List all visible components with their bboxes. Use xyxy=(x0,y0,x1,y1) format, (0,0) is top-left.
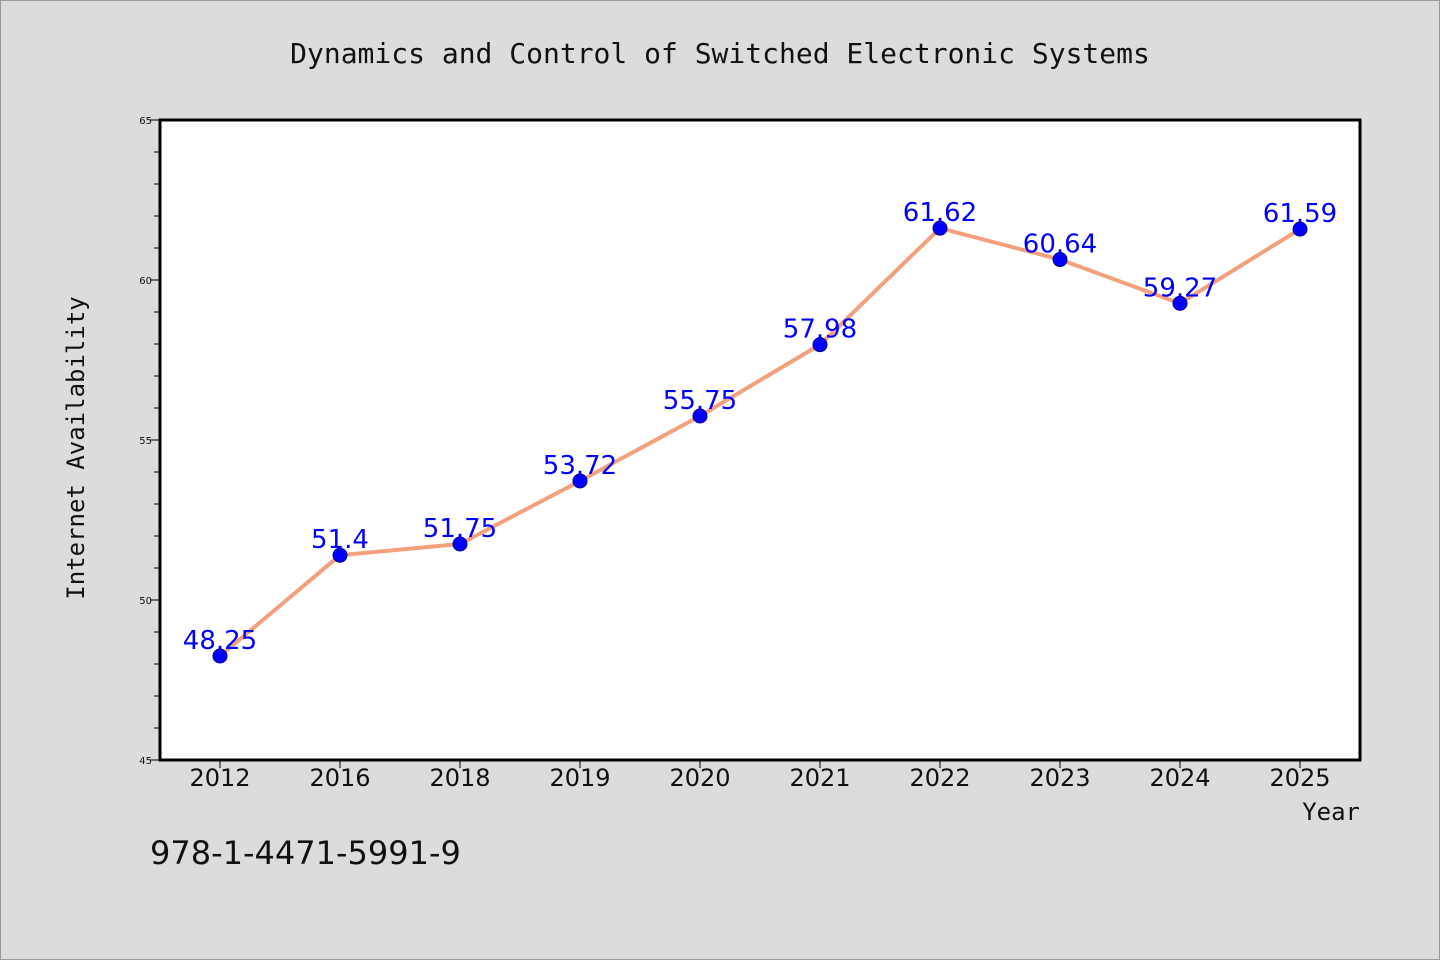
x-tick-label: 2023 xyxy=(1029,764,1090,792)
series-layer: 48.25 51.4 51.75 53.72 55.75 57.98 61.62 60.64 5… xyxy=(183,198,1337,664)
x-tick-label: 2021 xyxy=(789,764,850,792)
x-axis: 2012 2016 2018 2019 2020 2021 2022 2023 2024 2025 xyxy=(189,760,1331,792)
data-point xyxy=(572,473,588,489)
data-point xyxy=(212,648,228,664)
y-tick-label: 45 xyxy=(139,756,152,767)
data-point xyxy=(932,220,948,236)
x-tick-label: 2024 xyxy=(1149,764,1210,792)
chart-title: Dynamics and Control of Switched Electro… xyxy=(290,37,1150,70)
footer-isbn: 978-1-4471-5991-9 xyxy=(150,834,461,872)
x-tick-label: 2012 xyxy=(189,764,250,792)
x-tick-label: 2022 xyxy=(909,764,970,792)
y-tick-label: 50 xyxy=(139,596,152,607)
x-tick-label: 2020 xyxy=(669,764,730,792)
data-point xyxy=(1292,221,1308,237)
data-point xyxy=(692,408,708,424)
data-point xyxy=(1052,252,1068,268)
plot-frame xyxy=(158,118,1362,762)
data-label: 61.62 xyxy=(903,198,977,228)
data-label: 61.59 xyxy=(1263,199,1337,229)
data-label: 51.4 xyxy=(311,525,369,555)
y-tick-label: 65 xyxy=(139,116,152,127)
data-point xyxy=(812,337,828,353)
plot-area xyxy=(160,120,1360,760)
x-axis-label: Year xyxy=(1302,798,1360,826)
data-label: 59.27 xyxy=(1143,273,1217,303)
data-point xyxy=(1172,295,1188,311)
data-label: 51.75 xyxy=(423,514,497,544)
data-label: 60.64 xyxy=(1023,230,1097,260)
y-axis: 45 50 55 60 65 xyxy=(139,116,160,767)
data-point xyxy=(332,547,348,563)
data-label: 53.72 xyxy=(543,451,617,481)
y-tick-label: 55 xyxy=(139,436,152,447)
data-label: 48.25 xyxy=(183,626,257,656)
y-axis-label: Internet Availability xyxy=(62,296,90,599)
y-tick-label: 60 xyxy=(139,276,152,287)
data-label: 55.75 xyxy=(663,386,737,416)
x-tick-label: 2016 xyxy=(309,764,370,792)
x-tick-label: 2018 xyxy=(429,764,490,792)
data-label: 57.98 xyxy=(783,315,857,345)
series-line xyxy=(218,226,1302,658)
data-point xyxy=(452,536,468,552)
x-tick-label: 2019 xyxy=(549,764,610,792)
x-tick-label: 2025 xyxy=(1269,764,1330,792)
